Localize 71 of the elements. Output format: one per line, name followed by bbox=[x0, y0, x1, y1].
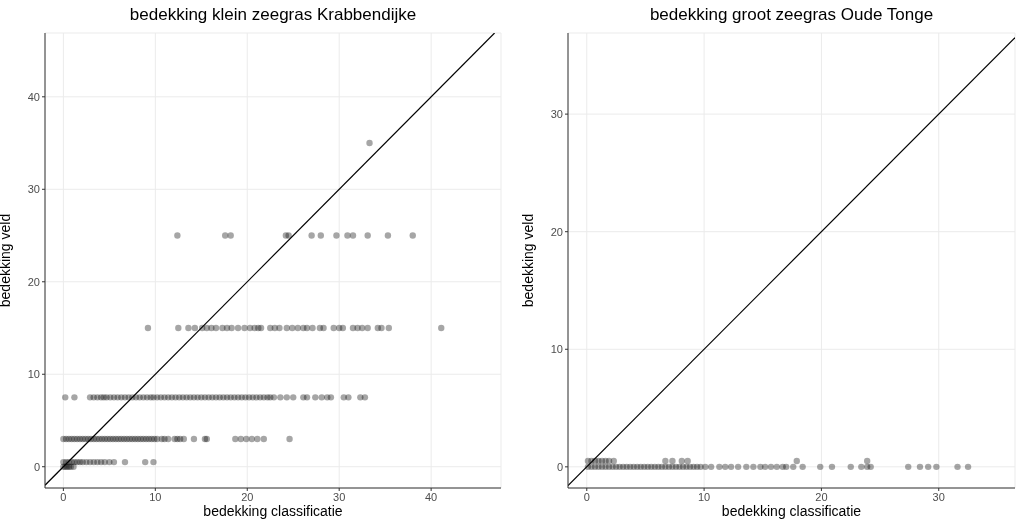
point bbox=[219, 324, 226, 332]
point bbox=[333, 232, 340, 239]
x-axis-title: bedekking classificatie bbox=[721, 503, 862, 519]
point bbox=[364, 232, 371, 239]
point bbox=[180, 435, 188, 443]
point bbox=[221, 232, 229, 239]
point bbox=[243, 435, 250, 443]
point bbox=[174, 232, 181, 239]
point bbox=[364, 324, 371, 332]
point bbox=[241, 324, 248, 332]
point bbox=[349, 232, 357, 239]
x-tick-label: 20 bbox=[241, 490, 254, 503]
point bbox=[164, 435, 172, 443]
y-tick-label: 40 bbox=[27, 90, 40, 103]
x-tick-label: 10 bbox=[697, 490, 711, 503]
point bbox=[385, 324, 393, 332]
point bbox=[121, 458, 129, 466]
point bbox=[339, 324, 347, 332]
y-tick-label: 30 bbox=[27, 183, 40, 196]
point bbox=[191, 324, 199, 332]
y-tick-label: 30 bbox=[550, 108, 563, 121]
x-tick-label: 40 bbox=[425, 490, 438, 503]
point bbox=[289, 324, 296, 332]
y-tick-label: 20 bbox=[550, 225, 563, 238]
point bbox=[358, 324, 366, 332]
point bbox=[185, 324, 192, 332]
point bbox=[175, 324, 182, 332]
y-axis-title: bedekking veld bbox=[519, 213, 536, 308]
point bbox=[330, 324, 337, 332]
point bbox=[110, 458, 118, 466]
point bbox=[260, 435, 268, 443]
point bbox=[232, 435, 239, 443]
point bbox=[276, 324, 283, 332]
point bbox=[438, 324, 445, 332]
point bbox=[228, 324, 235, 332]
point bbox=[106, 458, 113, 466]
x-axis-title: bedekking classificatie bbox=[203, 503, 343, 519]
x-tick-label: 30 bbox=[932, 490, 945, 503]
point bbox=[212, 324, 220, 332]
point bbox=[190, 435, 198, 443]
point bbox=[144, 324, 152, 332]
point bbox=[317, 232, 325, 239]
point bbox=[150, 458, 157, 466]
point bbox=[309, 324, 316, 332]
y-axis-title: bedekking veld bbox=[0, 213, 13, 308]
x-tick-label: 20 bbox=[815, 490, 828, 503]
x-tick-label: 30 bbox=[333, 490, 346, 503]
point bbox=[142, 458, 149, 466]
point bbox=[308, 232, 315, 239]
point bbox=[409, 232, 416, 239]
point bbox=[227, 232, 234, 239]
point bbox=[286, 435, 293, 443]
chart-title: bedekking klein zeegras Krabbendijke bbox=[128, 5, 418, 25]
point bbox=[344, 232, 351, 239]
point bbox=[384, 232, 392, 239]
point bbox=[378, 324, 385, 332]
y-tick-label: 0 bbox=[556, 460, 563, 473]
chart-title: bedekking groot zeegras Oude Tonge bbox=[648, 5, 935, 25]
point bbox=[303, 324, 311, 332]
x-tick-label: 0 bbox=[583, 490, 590, 503]
point bbox=[208, 324, 215, 332]
y-tick-label: 10 bbox=[550, 343, 563, 356]
point bbox=[320, 324, 327, 332]
x-tick-label: 0 bbox=[60, 490, 67, 503]
point bbox=[234, 324, 242, 332]
y-tick-label: 0 bbox=[33, 460, 40, 473]
point bbox=[366, 139, 373, 147]
y-tick-label: 20 bbox=[27, 275, 40, 288]
y-tick-label: 10 bbox=[27, 368, 40, 381]
x-tick-label: 10 bbox=[149, 490, 162, 503]
point bbox=[254, 435, 261, 443]
